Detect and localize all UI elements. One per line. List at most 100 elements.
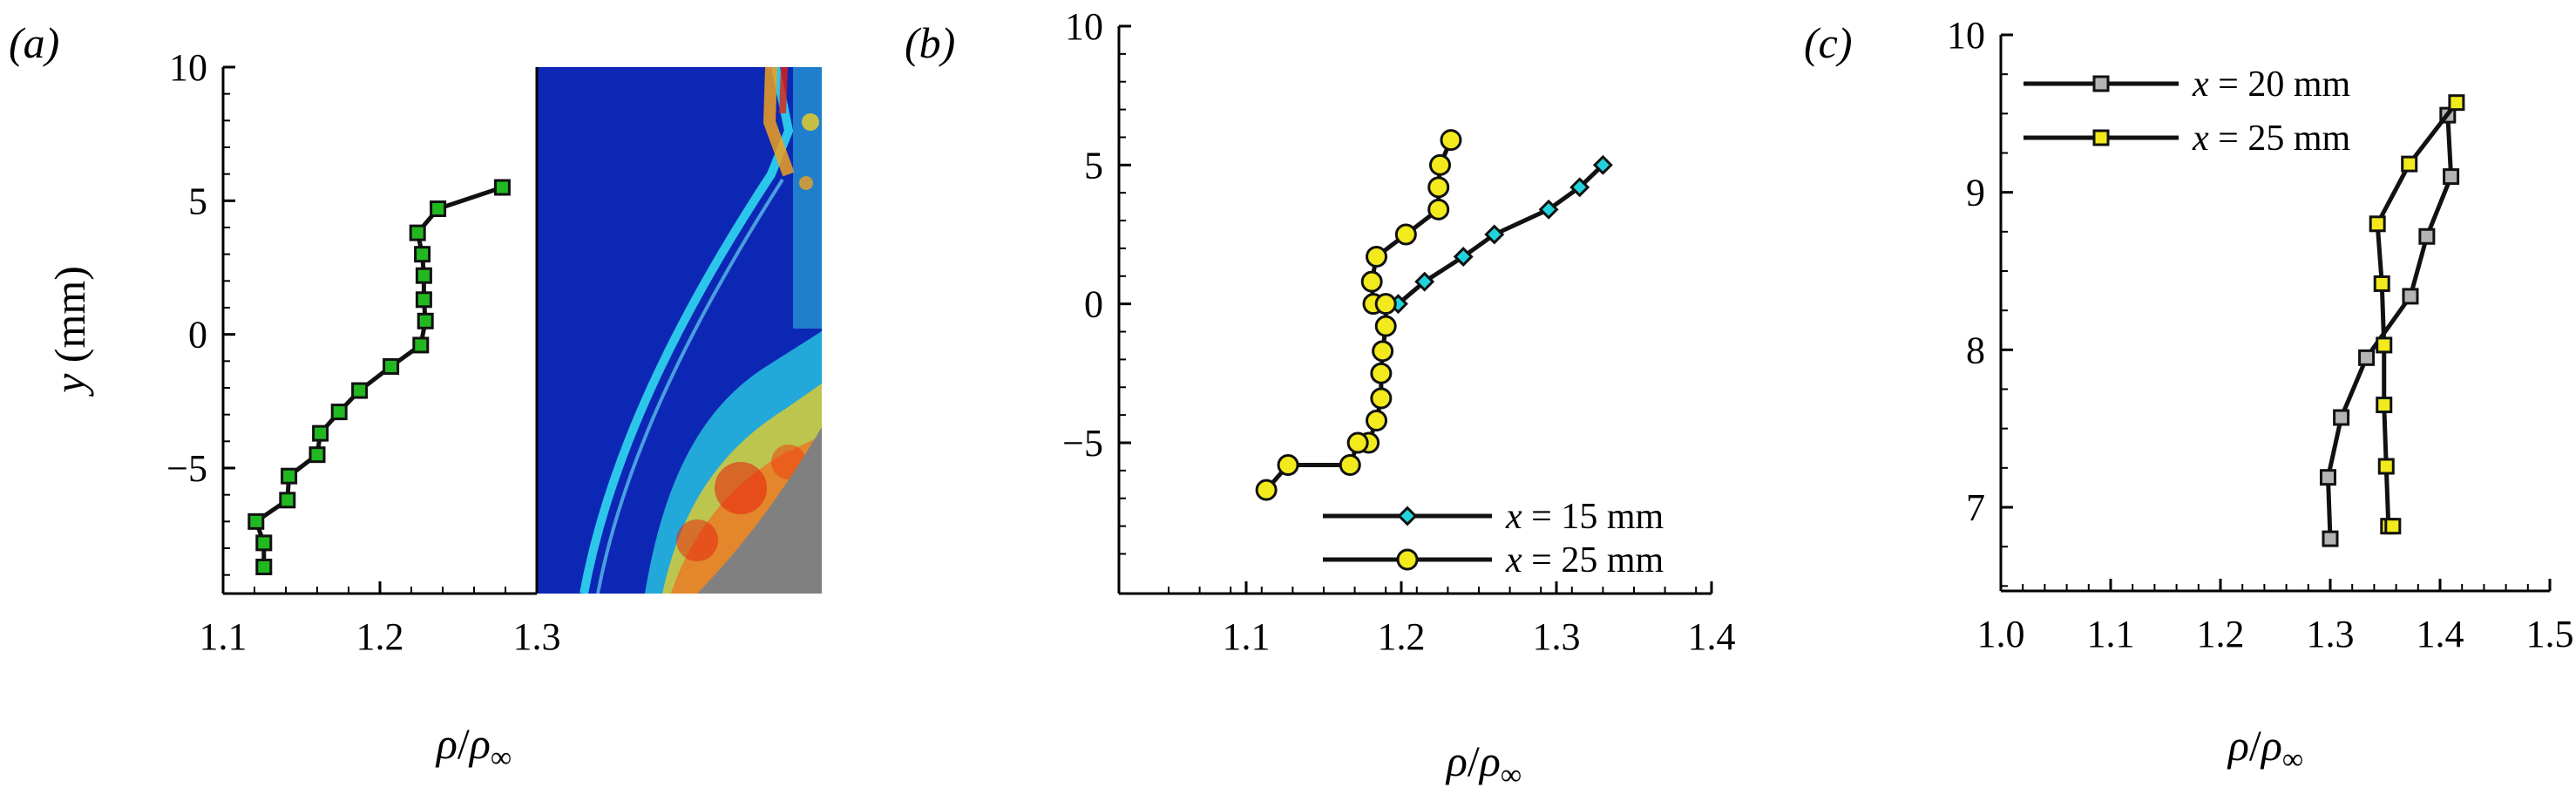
data-point xyxy=(2448,94,2465,112)
panel-a-xlabel: ρ/ρ∞ xyxy=(435,719,512,774)
data-point xyxy=(2401,155,2418,173)
data-point xyxy=(308,446,326,464)
data-point xyxy=(2333,409,2350,426)
data-point xyxy=(2377,458,2395,475)
data-point xyxy=(2369,215,2386,233)
data-point xyxy=(1394,223,1417,246)
panel-a-ylabel: y (mm) xyxy=(45,266,94,397)
data-point xyxy=(1427,176,1450,199)
data-point xyxy=(415,267,432,284)
data-point xyxy=(2376,397,2393,414)
legend-label: x = 15 mm xyxy=(1505,497,1664,537)
x-tick-label: 1.1 xyxy=(2087,613,2135,655)
x-tick-label: 1.2 xyxy=(356,615,404,658)
panel-c-legend: x = 20 mm x = 25 mm xyxy=(2024,64,2351,159)
data-point xyxy=(2402,288,2419,305)
data-point xyxy=(1366,410,1388,432)
data-point xyxy=(1569,177,1590,198)
data-point xyxy=(1339,453,1361,476)
x-tick-label: 1.1 xyxy=(200,615,247,658)
data-point xyxy=(417,312,434,329)
data-point xyxy=(2376,336,2393,354)
data-point xyxy=(351,382,369,399)
x-tick-label: 1.2 xyxy=(2197,613,2245,655)
data-point xyxy=(1370,387,1393,410)
data-point xyxy=(1374,293,1397,316)
data-point xyxy=(412,336,430,354)
x-tick-label: 1.1 xyxy=(1223,615,1271,658)
data-point xyxy=(1360,270,1383,293)
y-tick-label: 10 xyxy=(169,46,207,89)
x-tick-label: 1.4 xyxy=(2417,613,2464,655)
legend-label: x = 20 mm xyxy=(2192,64,2351,105)
data-point xyxy=(1374,315,1397,337)
data-point xyxy=(1370,362,1393,384)
series-line xyxy=(253,185,504,567)
x-tick-label: 1.5 xyxy=(2526,613,2574,655)
y-tick-label: 5 xyxy=(1084,144,1103,187)
y-tick-label: 5 xyxy=(188,180,207,222)
data-point xyxy=(247,513,265,530)
data-point xyxy=(2322,530,2339,547)
data-point xyxy=(1453,247,1474,267)
data-point xyxy=(2092,75,2110,92)
y-tick-label: 10 xyxy=(1065,5,1103,48)
panel-a-label: (a) xyxy=(9,18,59,67)
y-tick-label: 9 xyxy=(1966,172,1985,214)
x-tick-label: 1.3 xyxy=(1533,615,1581,658)
data-point xyxy=(493,179,511,196)
data-point xyxy=(330,404,348,421)
data-point xyxy=(430,200,447,218)
panel-b-label: (b) xyxy=(905,18,955,67)
panel-b: (b) 10 5 0 −5 1.1 1.2 1.3 1.4 x = 15 mmx = 25 … xyxy=(905,5,1736,791)
data-point xyxy=(2418,227,2436,245)
data-point xyxy=(1427,198,1450,221)
data-point xyxy=(2443,168,2460,186)
data-point xyxy=(1538,199,1559,220)
y-tick-label: 0 xyxy=(188,314,207,356)
data-point xyxy=(255,534,273,552)
data-point xyxy=(1396,548,1419,571)
data-point xyxy=(255,558,273,575)
data-point xyxy=(415,291,432,309)
data-point xyxy=(383,357,400,375)
data-point xyxy=(414,246,431,263)
legend-label: x = 25 mm xyxy=(2192,119,2351,159)
x-tick-label: 1.3 xyxy=(513,615,561,658)
data-point xyxy=(1592,154,1613,175)
panel-c-xlabel: ρ/ρ∞ xyxy=(2227,721,2303,776)
legend-label: x = 25 mm xyxy=(1505,540,1664,580)
data-point xyxy=(281,467,298,485)
density-field-image xyxy=(537,67,822,594)
y-tick-label: −5 xyxy=(166,447,207,490)
data-point xyxy=(1429,153,1451,176)
y-tick-label: −5 xyxy=(1062,422,1103,465)
data-point xyxy=(409,224,426,241)
x-tick-label: 1.4 xyxy=(1688,615,1736,658)
panel-b-xlabel: ρ/ρ∞ xyxy=(1445,737,1522,791)
data-point xyxy=(1372,340,1394,363)
data-point xyxy=(1440,129,1462,152)
data-point xyxy=(2384,518,2402,535)
x-tick-label: 1.0 xyxy=(1977,613,2025,655)
data-point xyxy=(1366,245,1388,268)
x-tick-label: 1.3 xyxy=(2307,613,2355,655)
data-point xyxy=(279,492,296,509)
data-point xyxy=(1346,431,1369,454)
series-line xyxy=(2325,115,2454,540)
data-point xyxy=(1255,479,1278,501)
data-point xyxy=(1397,506,1418,526)
panel-a: (a) y (mm) xyxy=(9,18,822,774)
panel-c-label: (c) xyxy=(1804,18,1853,67)
data-point xyxy=(1277,453,1299,476)
y-tick-label: 0 xyxy=(1084,283,1103,326)
y-tick-label: 7 xyxy=(1966,486,1985,529)
data-point xyxy=(2373,275,2390,292)
y-tick-label: 10 xyxy=(1947,14,1985,57)
wedge-body xyxy=(697,427,822,594)
x-tick-label: 1.2 xyxy=(1378,615,1426,658)
data-point xyxy=(312,424,329,442)
data-point xyxy=(1484,224,1505,245)
data-point xyxy=(2319,469,2336,486)
data-point xyxy=(2358,349,2376,366)
